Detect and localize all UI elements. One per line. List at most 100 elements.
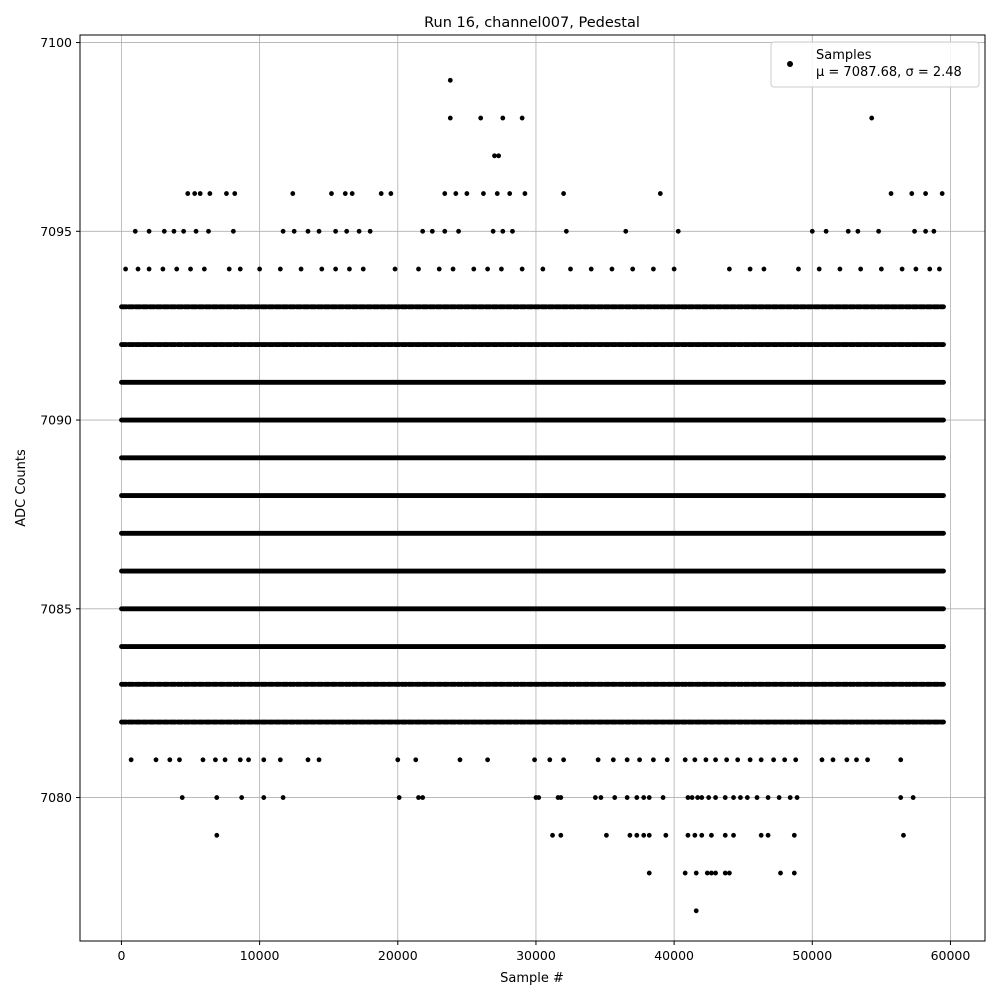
data-point	[771, 757, 777, 763]
data-point	[561, 757, 566, 763]
data-point	[937, 266, 942, 272]
x-tick-label: 30000	[516, 948, 556, 963]
data-point	[135, 266, 141, 272]
data-point	[519, 115, 525, 121]
data-point	[540, 266, 546, 272]
data-point	[931, 228, 937, 234]
data-point	[901, 832, 906, 838]
x-tick-label: 40000	[654, 948, 694, 963]
data-point	[634, 832, 640, 838]
data-point	[367, 228, 373, 234]
data-point	[329, 191, 334, 196]
data-point	[213, 757, 218, 763]
data-point	[735, 757, 741, 763]
data-point	[563, 228, 569, 234]
data-point	[192, 191, 198, 196]
x-tick-label: 20000	[378, 948, 418, 963]
data-point	[692, 832, 698, 838]
data-point	[865, 757, 870, 763]
data-point	[693, 908, 699, 914]
data-point	[855, 228, 861, 234]
data-point	[171, 228, 177, 234]
data-point	[761, 266, 767, 272]
data-point	[744, 795, 750, 800]
data-point	[342, 191, 348, 196]
data-point	[388, 191, 394, 196]
data-point	[758, 832, 764, 838]
data-point	[490, 228, 496, 234]
data-point	[550, 832, 555, 838]
data-point	[837, 266, 843, 272]
data-point	[689, 795, 695, 800]
data-point	[333, 266, 339, 272]
data-point	[704, 870, 710, 876]
data-point	[206, 228, 211, 234]
data-point	[782, 757, 788, 763]
data-point	[913, 266, 919, 272]
data-point	[420, 228, 426, 234]
data-point	[146, 228, 152, 234]
data-point	[536, 795, 542, 800]
data-points	[119, 77, 946, 914]
x-tick-label: 10000	[240, 948, 280, 963]
data-point	[153, 757, 159, 763]
data-point	[876, 228, 882, 234]
data-point	[257, 266, 263, 272]
data-point	[160, 266, 166, 272]
data-point	[819, 757, 825, 763]
x-axis-ticks: 0 10000 20000 30000 40000 50000 60000	[117, 941, 970, 963]
data-point	[765, 795, 771, 800]
data-point	[703, 757, 709, 763]
x-tick-label: 0	[117, 948, 125, 963]
data-point	[758, 757, 764, 763]
data-point	[692, 757, 698, 763]
data-point	[854, 757, 859, 763]
data-point	[319, 266, 325, 272]
data-point	[123, 266, 128, 272]
data-point	[291, 228, 297, 234]
data-point	[532, 757, 537, 763]
data-point	[429, 228, 435, 234]
data-point	[624, 757, 630, 763]
data-point	[899, 266, 905, 272]
data-point	[641, 832, 647, 838]
data-point	[816, 266, 822, 272]
data-point	[214, 795, 220, 800]
x-axis-label: Sample #	[500, 971, 564, 986]
data-point	[898, 795, 904, 800]
data-point	[796, 266, 801, 272]
y-tick-label: 7085	[40, 601, 72, 616]
data-point	[923, 191, 928, 196]
data-point	[623, 228, 629, 234]
data-point	[230, 228, 236, 234]
data-point	[845, 228, 851, 234]
data-point	[663, 832, 669, 838]
data-point	[457, 757, 463, 763]
data-point	[500, 115, 506, 121]
data-point	[146, 266, 152, 272]
data-point	[912, 228, 917, 234]
data-point	[726, 870, 732, 876]
data-point	[713, 870, 718, 876]
data-point	[898, 757, 904, 763]
data-point	[237, 266, 243, 272]
data-point	[522, 191, 528, 196]
data-point	[179, 795, 185, 800]
plot-frame	[79, 34, 986, 942]
data-point	[706, 795, 712, 800]
legend-series-label: Samples	[816, 48, 872, 63]
y-tick-label: 7100	[40, 35, 72, 50]
data-point	[447, 77, 453, 83]
data-point	[507, 191, 513, 196]
data-point	[356, 228, 362, 234]
data-point	[627, 832, 633, 838]
data-point	[214, 832, 220, 838]
data-point	[830, 757, 836, 763]
data-point	[682, 757, 688, 763]
data-point	[713, 757, 718, 763]
data-point	[316, 757, 322, 763]
data-point	[778, 870, 783, 876]
data-point	[598, 795, 604, 800]
data-point	[237, 757, 243, 763]
data-point	[709, 870, 714, 876]
